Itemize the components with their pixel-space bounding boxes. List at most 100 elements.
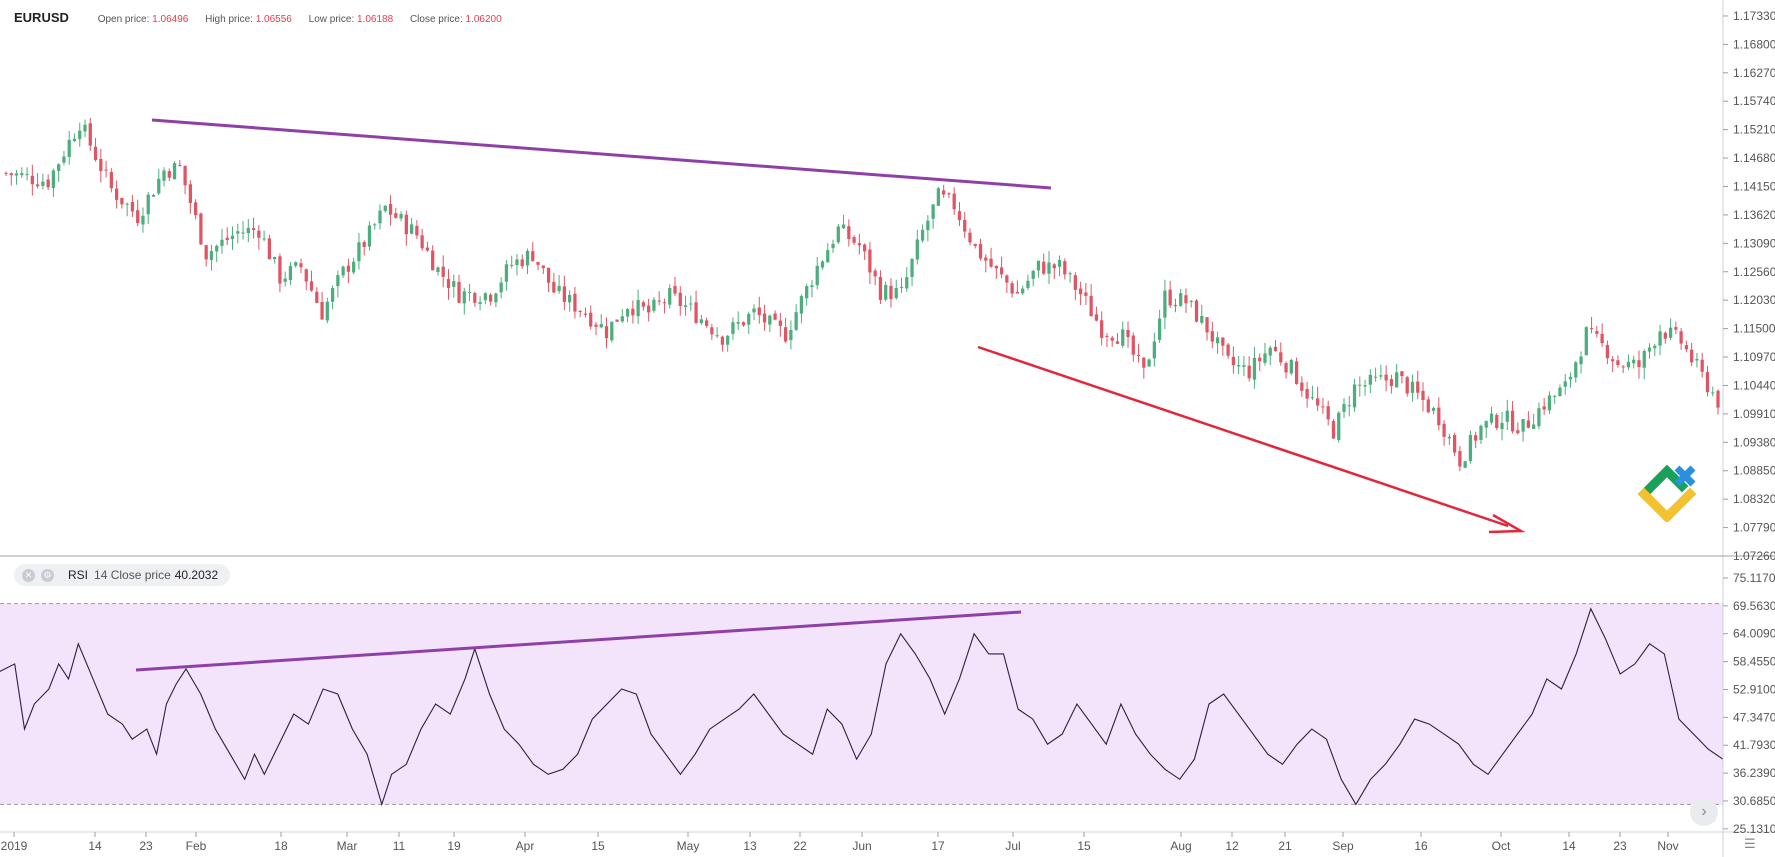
candle-body — [594, 324, 598, 327]
candle-body — [1215, 337, 1220, 344]
candle-body — [573, 293, 577, 312]
candle-body — [931, 204, 935, 219]
x-tick-label: Sep — [1332, 839, 1354, 853]
candle-body — [583, 313, 588, 315]
high-label: High price: — [205, 14, 253, 25]
candle-body — [1057, 259, 1062, 267]
candle-body — [615, 319, 619, 322]
candle-body — [1042, 261, 1046, 274]
candle-body — [172, 163, 177, 180]
candle-body — [194, 202, 198, 216]
rsi-tick-label: 36.2390 — [1733, 766, 1775, 780]
candle-body — [1105, 335, 1109, 337]
candle-body — [1363, 385, 1367, 387]
candle-body — [1237, 365, 1241, 367]
candle-body — [315, 291, 319, 303]
candle-body — [625, 309, 630, 317]
settings-icon[interactable]: ☰ — [1744, 836, 1756, 851]
candle-body — [1373, 376, 1378, 378]
candle-body — [1379, 375, 1383, 377]
candle-body — [578, 311, 582, 313]
candle-body — [678, 292, 682, 307]
close-icon[interactable]: ✕ — [22, 568, 35, 582]
candle-body — [857, 243, 861, 246]
candle-body — [657, 300, 661, 302]
candle-body — [689, 303, 693, 305]
candle-body — [1537, 408, 1541, 427]
candle-body — [752, 308, 756, 313]
candle-body — [1584, 327, 1588, 356]
candle-body — [699, 319, 703, 324]
candle-body — [394, 213, 398, 218]
candle-body — [1468, 434, 1473, 462]
candle-body — [589, 312, 593, 327]
candle-body — [1589, 327, 1594, 329]
x-tick-label: 2019 — [1, 839, 28, 853]
candle-body — [757, 307, 761, 316]
candle-body — [1437, 407, 1441, 426]
settings-icon[interactable]: ⚙ — [41, 568, 54, 582]
candle-body — [1531, 424, 1536, 429]
candle-body — [1047, 262, 1051, 274]
candle-body — [1663, 332, 1667, 339]
candle-body — [1005, 275, 1009, 283]
candle-body — [251, 228, 256, 231]
x-tick-label: Aug — [1170, 839, 1191, 853]
candle-body — [362, 241, 366, 247]
candle-body — [1395, 372, 1399, 388]
price-tick-label: 1.16270 — [1733, 66, 1775, 80]
candle-body — [1700, 359, 1704, 372]
candle-body — [694, 302, 698, 323]
candle-body — [1553, 395, 1557, 397]
candle-body — [120, 197, 124, 205]
candle-body — [1484, 421, 1488, 428]
candle-body — [831, 243, 835, 249]
candle-body — [246, 227, 250, 233]
candle-body — [420, 235, 424, 249]
candle-body — [773, 313, 777, 320]
candle-body — [1205, 317, 1209, 333]
symbol-label: EURUSD — [14, 10, 69, 25]
candle-body — [562, 286, 567, 302]
candle-body — [736, 322, 740, 324]
chevron-right-icon[interactable]: › — [1690, 798, 1718, 826]
candle-body — [1558, 387, 1562, 397]
candle-body — [741, 322, 746, 326]
candle-body — [294, 262, 298, 266]
candle-body — [462, 291, 466, 304]
candle-body — [1510, 410, 1515, 432]
candle-body — [467, 291, 472, 293]
candle-body — [157, 178, 161, 194]
candle-body — [162, 170, 166, 181]
candle-body — [799, 296, 804, 314]
candle-body — [367, 225, 372, 247]
candle-body — [1268, 347, 1272, 356]
candle-body — [99, 158, 103, 172]
candle-body — [220, 239, 224, 246]
candle-body — [230, 235, 235, 240]
candle-body — [747, 313, 751, 325]
candle-body — [20, 173, 24, 176]
open-label: Open price: — [97, 14, 150, 25]
candle-body — [288, 266, 293, 281]
candle-body — [399, 214, 403, 219]
candle-body — [620, 316, 624, 322]
candle-body — [604, 326, 609, 339]
candle-body — [336, 275, 340, 287]
candle-body — [109, 172, 113, 189]
rsi-tick-label: 41.7930 — [1733, 738, 1775, 752]
x-tick-label: Feb — [186, 839, 207, 853]
candle-body — [920, 229, 925, 241]
candle-body — [1136, 355, 1141, 357]
candle-body — [1516, 430, 1520, 434]
candle-body — [1668, 327, 1673, 338]
candle-body — [1679, 331, 1683, 344]
candle-body — [1500, 422, 1504, 430]
candle-body — [989, 258, 993, 267]
candle-body — [488, 294, 493, 302]
candle-body — [383, 205, 387, 212]
candle-body — [1100, 320, 1104, 338]
candle-body — [768, 315, 772, 325]
candle-body — [262, 238, 266, 240]
rsi-series — [0, 607, 1724, 807]
